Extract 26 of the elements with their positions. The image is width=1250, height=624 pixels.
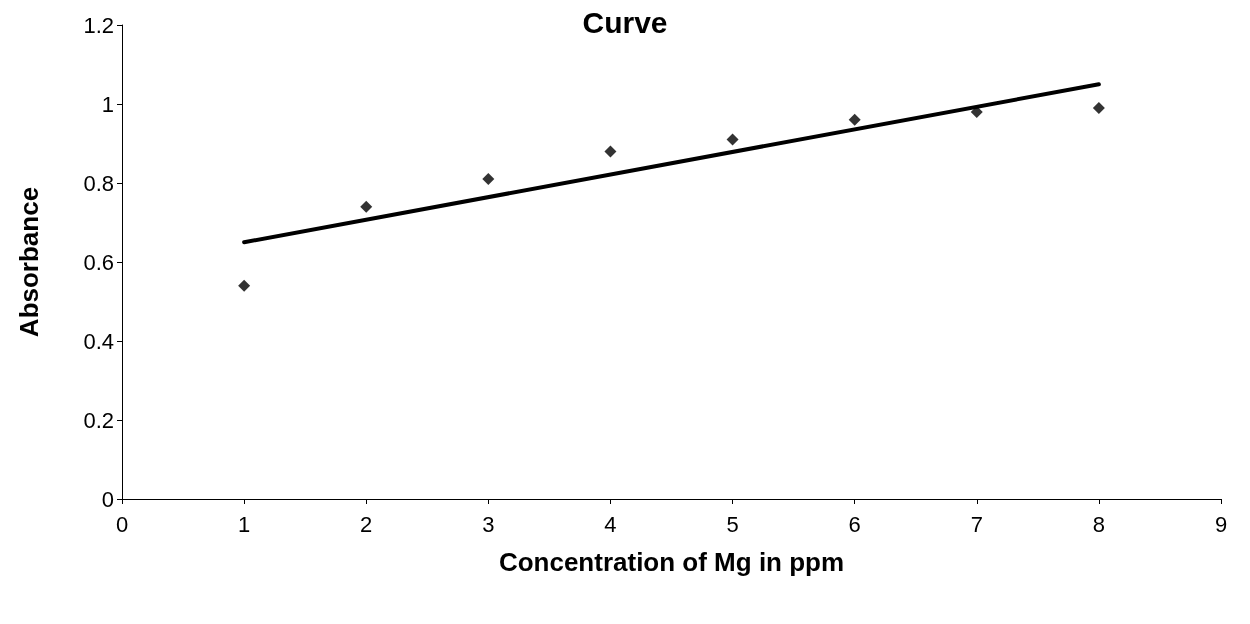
x-tick-label: 5 [726, 511, 739, 537]
point [1092, 101, 1105, 114]
x-tick-label: 1 [237, 511, 251, 537]
point [360, 200, 373, 213]
y-tick-label: 0 [101, 486, 114, 512]
x-axis-title: Concentration of Mg in ppm [498, 547, 845, 577]
point [726, 133, 739, 146]
point [848, 113, 861, 126]
x-tick-label: 4 [604, 511, 617, 537]
x-tick-label: 7 [970, 511, 983, 537]
y-tick-label: 1.2 [83, 12, 114, 38]
y-tick-label: 0.8 [83, 170, 114, 196]
y-tick-label: 1 [101, 91, 114, 117]
point [482, 173, 495, 186]
point [238, 279, 251, 292]
y-tick-label: 0.2 [83, 407, 114, 433]
x-tick-label: 6 [848, 511, 861, 537]
y-tick-label: 0.6 [83, 249, 114, 275]
x-tick-label: 2 [360, 511, 373, 537]
y-tick-label: 0.4 [83, 328, 114, 354]
chart-title: Curve [582, 5, 668, 39]
y-axis-title: Absorbance [14, 186, 44, 338]
x-tick-label: 8 [1092, 511, 1106, 537]
x-tick-label: 3 [482, 511, 495, 537]
x-tick-label: 9 [1214, 511, 1228, 537]
point [604, 145, 617, 158]
